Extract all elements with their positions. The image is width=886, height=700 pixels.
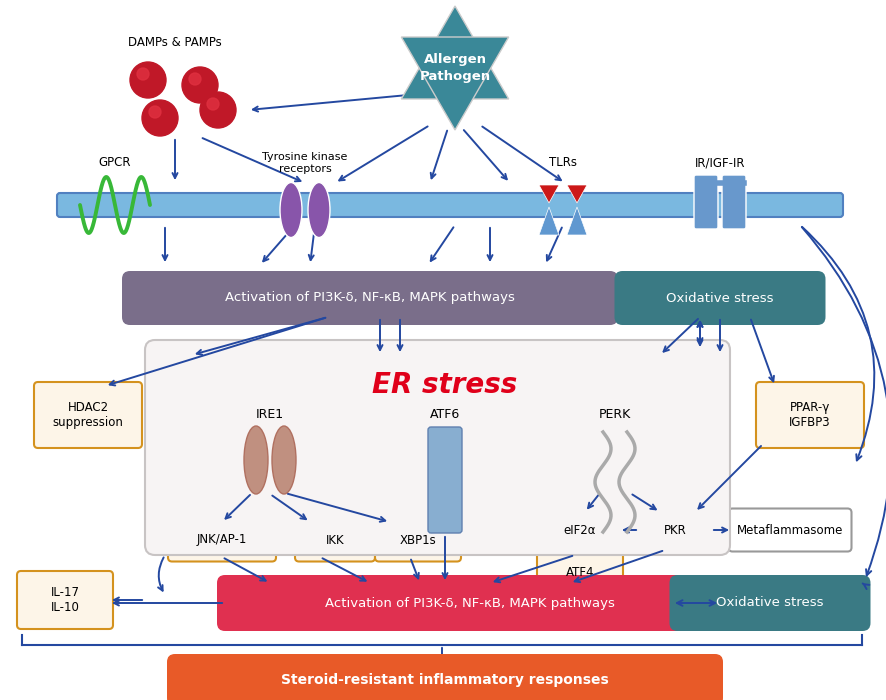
Ellipse shape: [280, 183, 301, 237]
Polygon shape: [566, 207, 587, 235]
FancyBboxPatch shape: [167, 654, 722, 700]
Circle shape: [130, 62, 166, 98]
Text: PKR: PKR: [663, 524, 686, 536]
Ellipse shape: [307, 183, 330, 237]
Circle shape: [199, 92, 236, 128]
Text: DAMPs & PAMPs: DAMPs & PAMPs: [128, 36, 222, 48]
FancyBboxPatch shape: [167, 519, 276, 561]
FancyBboxPatch shape: [375, 519, 461, 561]
FancyBboxPatch shape: [669, 575, 869, 631]
Polygon shape: [400, 6, 508, 99]
FancyBboxPatch shape: [536, 508, 622, 552]
Text: Metaflammasome: Metaflammasome: [736, 524, 843, 536]
FancyBboxPatch shape: [144, 340, 729, 555]
FancyBboxPatch shape: [17, 571, 113, 629]
FancyBboxPatch shape: [727, 508, 851, 552]
Text: PERK: PERK: [598, 409, 631, 421]
Circle shape: [136, 68, 149, 80]
Text: IKK: IKK: [325, 533, 344, 547]
Text: ATF6: ATF6: [430, 409, 460, 421]
FancyBboxPatch shape: [295, 519, 375, 561]
Polygon shape: [539, 207, 558, 235]
Text: Activation of PI3K-δ, NF-κB, MAPK pathways: Activation of PI3K-δ, NF-κB, MAPK pathwa…: [324, 596, 614, 610]
Text: Allergen
Pathogen: Allergen Pathogen: [419, 53, 490, 83]
Text: TLRs: TLRs: [548, 157, 577, 169]
FancyBboxPatch shape: [721, 175, 745, 229]
Polygon shape: [539, 185, 558, 203]
FancyBboxPatch shape: [755, 382, 863, 448]
Text: JNK/AP-1: JNK/AP-1: [197, 533, 247, 547]
Text: ATF4: ATF4: [565, 566, 594, 578]
Circle shape: [182, 67, 218, 103]
Text: ER stress: ER stress: [372, 371, 517, 399]
Text: GPCR: GPCR: [98, 157, 131, 169]
Circle shape: [206, 98, 219, 110]
Circle shape: [189, 73, 201, 85]
Polygon shape: [566, 185, 587, 203]
Text: eIF2α: eIF2α: [563, 524, 595, 536]
FancyBboxPatch shape: [693, 175, 717, 229]
FancyBboxPatch shape: [614, 271, 825, 325]
Text: IRE1: IRE1: [256, 409, 284, 421]
Text: Tyrosine kinase
receptors: Tyrosine kinase receptors: [262, 152, 347, 174]
FancyBboxPatch shape: [536, 550, 622, 594]
Circle shape: [142, 100, 178, 136]
Text: HDAC2
suppression: HDAC2 suppression: [52, 401, 123, 429]
FancyBboxPatch shape: [57, 193, 842, 217]
FancyBboxPatch shape: [634, 508, 714, 552]
Ellipse shape: [244, 426, 268, 494]
Text: Activation of PI3K-δ, NF-κB, MAPK pathways: Activation of PI3K-δ, NF-κB, MAPK pathwa…: [225, 291, 515, 304]
FancyBboxPatch shape: [217, 575, 722, 631]
Polygon shape: [400, 37, 508, 130]
FancyBboxPatch shape: [428, 427, 462, 533]
Text: Oxidative stress: Oxidative stress: [665, 291, 773, 304]
Text: Steroid-resistant inflammatory responses: Steroid-resistant inflammatory responses: [281, 673, 608, 687]
Text: Oxidative stress: Oxidative stress: [715, 596, 823, 610]
FancyBboxPatch shape: [34, 382, 142, 448]
Text: IR/IGF-IR: IR/IGF-IR: [694, 157, 744, 169]
Circle shape: [149, 106, 161, 118]
Text: IL-17
IL-10: IL-17 IL-10: [51, 586, 80, 614]
FancyBboxPatch shape: [122, 271, 618, 325]
Text: PPAR-γ
IGFBP3: PPAR-γ IGFBP3: [789, 401, 830, 429]
Text: XBP1s: XBP1s: [400, 533, 436, 547]
Ellipse shape: [272, 426, 296, 494]
